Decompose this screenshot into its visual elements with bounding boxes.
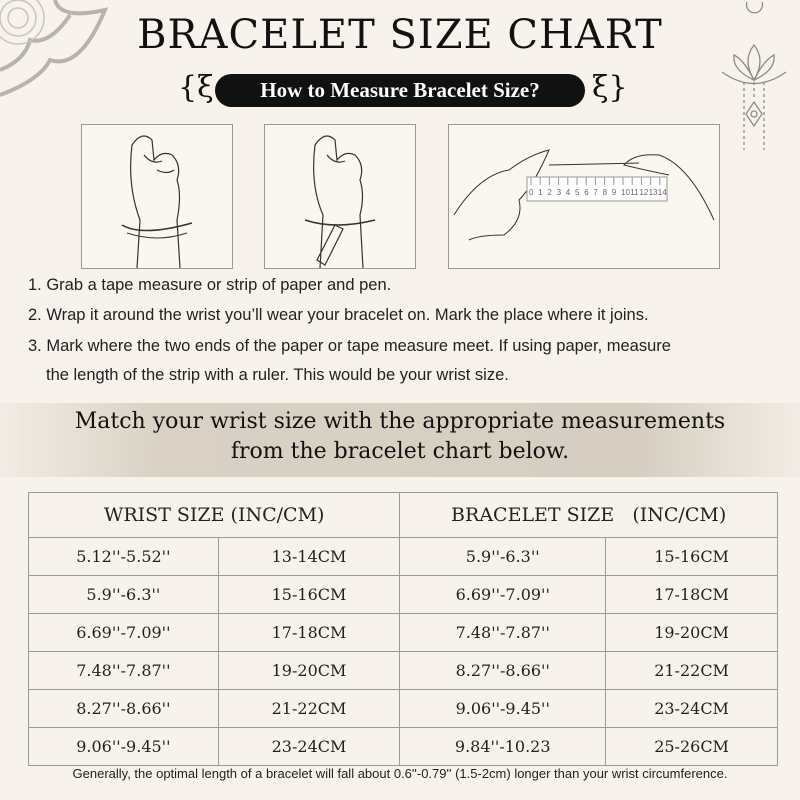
table-row: 5.9''-6.3'' 15-16CM 6.69''-7.09'' 17-18CM — [28, 575, 778, 614]
bracelet-inches-cell: 8.27''-8.66'' — [399, 651, 607, 690]
ruler-number: 10 — [621, 188, 630, 197]
right-flourish-icon: ξ} — [592, 70, 628, 105]
ruler-number: 3 — [557, 188, 562, 197]
hands-ruler-icon: 0 1 2 3 4 5 6 7 8 9 10 11 12 13 14 — [453, 149, 715, 241]
illustration-wrap-tape — [81, 124, 233, 269]
instruction-line-1: Match your wrist size with the appropria… — [74, 409, 726, 434]
wrist-size-header: WRIST SIZE (INC/CM) — [27, 492, 401, 538]
wrist-inches-cell: 5.12''-5.52'' — [28, 537, 219, 576]
subtitle-pill: How to Measure Bracelet Size? — [215, 74, 585, 107]
table-header-row: WRIST SIZE (INC/CM) BRACELET SIZE (INC/C… — [27, 492, 778, 538]
wrist-cm-cell: 15-16CM — [217, 575, 401, 614]
wrist-inches-cell: 8.27''-8.66'' — [28, 689, 219, 728]
bracelet-cm-cell: 17-18CM — [605, 575, 778, 614]
step-3: 3. Mark where the two ends of the paper … — [28, 337, 671, 355]
instruction-line-2: from the bracelet chart below. — [230, 439, 570, 464]
wrist-cm-cell: 17-18CM — [217, 613, 401, 652]
wrist-inches-cell: 9.06''-9.45'' — [28, 727, 219, 766]
step-1: 1. Grab a tape measure or strip of paper… — [28, 276, 392, 294]
left-flourish-icon: {ξ — [178, 70, 214, 105]
page-title: BRACELET SIZE CHART — [137, 12, 663, 58]
mandala-ornament-icon — [0, 0, 109, 97]
ruler-number: 13 — [649, 188, 658, 197]
ruler-number: 9 — [612, 188, 617, 197]
lotus-ornament-icon — [721, 1, 787, 150]
wrist-inches-cell: 6.69''-7.09'' — [28, 613, 219, 652]
ruler-number: 11 — [630, 188, 639, 197]
ruler-number: 7 — [593, 188, 598, 197]
ruler-number: 6 — [584, 188, 589, 197]
bracelet-inches-cell: 9.06''-9.45'' — [399, 689, 607, 728]
bracelet-cm-cell: 15-16CM — [605, 537, 778, 576]
table-row: 8.27''-8.66'' 21-22CM 9.06''-9.45'' 23-24CM — [28, 689, 778, 728]
ruler-number: 5 — [575, 188, 580, 197]
instruction-text: Match your wrist size with the appropria… — [0, 407, 800, 467]
bracelet-size-header: BRACELET SIZE (INC/CM) — [399, 492, 778, 538]
table-row: 7.48''-7.87'' 19-20CM 8.27''-8.66'' 21-22CM — [28, 651, 778, 690]
illustration-ruler: 0 1 2 3 4 5 6 7 8 9 10 11 12 13 14 — [448, 124, 720, 269]
step-2: 2. Wrap it around the wrist you’ll wear … — [28, 306, 649, 324]
bracelet-cm-cell: 23-24CM — [605, 689, 778, 728]
table-row: 9.06''-9.45'' 23-24CM 9.84''-10.23 25-26CM — [28, 727, 778, 766]
instruction-band — [0, 403, 800, 477]
illustration-mark-pen — [264, 124, 416, 269]
wrist-cm-cell: 23-24CM — [217, 727, 401, 766]
ruler-number: 2 — [547, 188, 552, 197]
ruler-number: 12 — [639, 188, 648, 197]
footnote: Generally, the optimal length of a brace… — [72, 766, 728, 781]
wrist-inches-cell: 5.9''-6.3'' — [28, 575, 219, 614]
bracelet-cm-cell: 19-20CM — [605, 613, 778, 652]
bracelet-inches-cell: 9.84''-10.23 — [399, 727, 607, 766]
table-row: 5.12''-5.52'' 13-14CM 5.9''-6.3'' 15-16CM — [28, 537, 778, 576]
step-3-continued: the length of the strip with a ruler. Th… — [46, 366, 509, 384]
wrist-cm-cell: 21-22CM — [217, 689, 401, 728]
wrist-cm-cell: 13-14CM — [217, 537, 401, 576]
bracelet-cm-cell: 21-22CM — [605, 651, 778, 690]
bracelet-inches-cell: 6.69''-7.09'' — [399, 575, 607, 614]
bracelet-cm-cell: 25-26CM — [605, 727, 778, 766]
ruler-number: 0 — [529, 188, 534, 197]
ruler-number: 4 — [566, 188, 571, 197]
wrist-inches-cell: 7.48''-7.87'' — [28, 651, 219, 690]
size-table: WRIST SIZE (INC/CM) BRACELET SIZE (INC/C… — [27, 492, 778, 766]
hand-wrap-tape-icon — [121, 135, 193, 269]
table-row: 6.69''-7.09'' 17-18CM 7.48''-7.87'' 19-20CM — [28, 613, 778, 652]
hand-mark-pen-icon — [304, 135, 376, 269]
bracelet-inches-cell: 7.48''-7.87'' — [399, 613, 607, 652]
wrist-cm-cell: 19-20CM — [217, 651, 401, 690]
bracelet-inches-cell: 5.9''-6.3'' — [399, 537, 607, 576]
ruler-number: 1 — [538, 188, 543, 197]
ruler-number: 14 — [658, 188, 667, 197]
ruler-number: 8 — [603, 188, 608, 197]
